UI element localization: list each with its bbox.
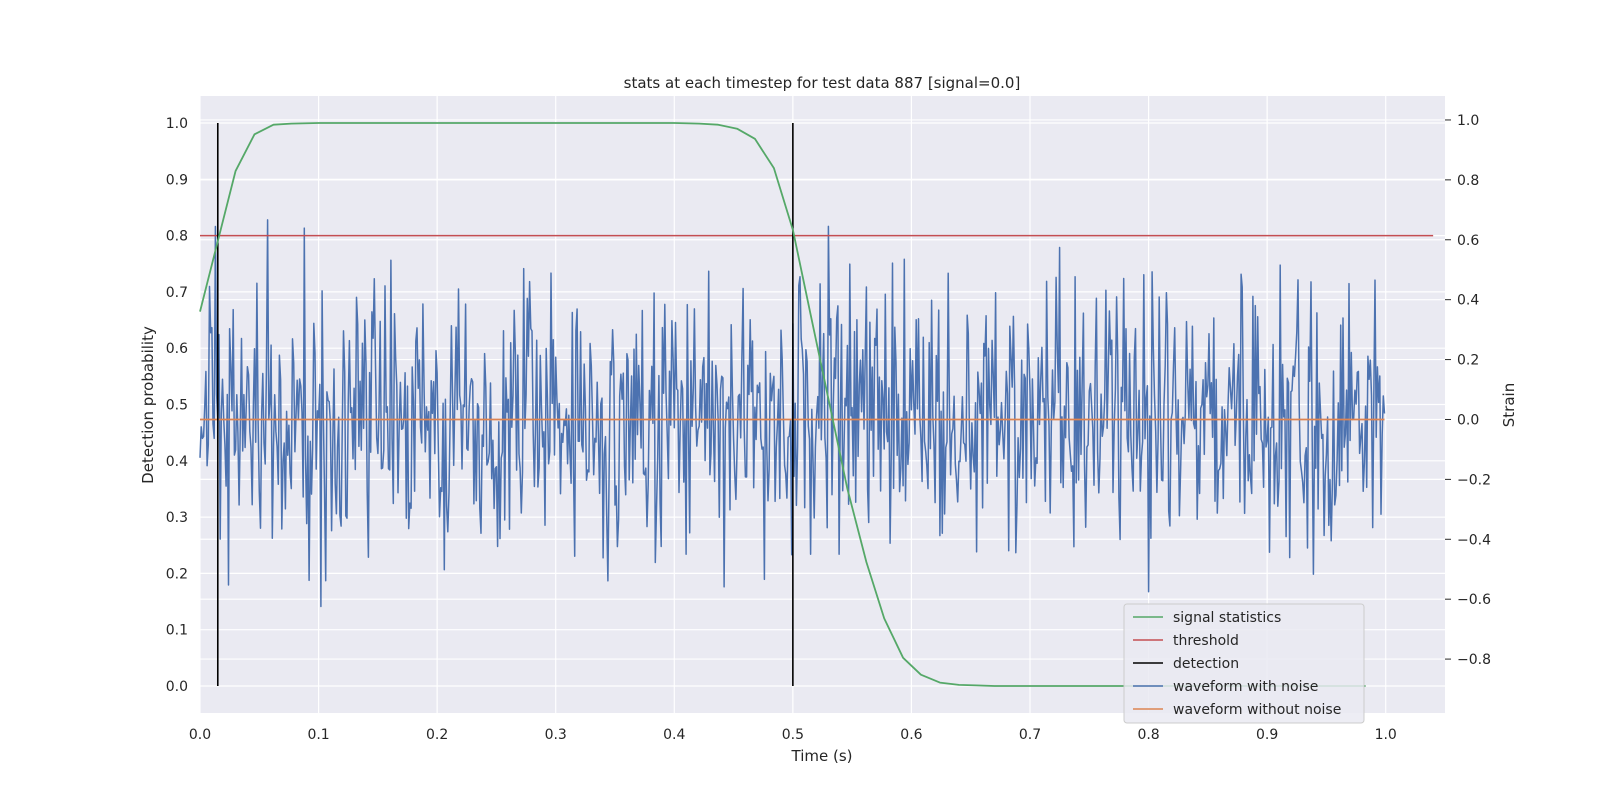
- y-ticks: 0.0 0.1 0.2 0.3 0.4 0.5 0.6 0.7 0.8 0.9 1.0: [166, 116, 188, 695]
- x-tick-label: 1.0: [1375, 727, 1397, 743]
- chart-title: stats at each timestep for test data 887…: [624, 74, 1021, 92]
- y-right-tick-label: −0.6: [1457, 592, 1491, 608]
- x-ticks: 0.0 0.1 0.2 0.3 0.4 0.5 0.6 0.7 0.8 0.9 1.0: [189, 727, 1397, 743]
- x-tick-label: 0.7: [1019, 727, 1041, 743]
- y-right-tick-label: −0.8: [1457, 652, 1491, 668]
- y-right-tick-label: −0.2: [1457, 472, 1491, 488]
- y-right-tick-label: 0.0: [1457, 412, 1479, 428]
- x-tick-label: 0.8: [1137, 727, 1159, 743]
- x-tick-label: 0.1: [307, 727, 329, 743]
- y-ticks-right: −0.8 −0.6 −0.4 −0.2 0.0 0.2 0.4 0.6 0.8 1.0: [1445, 113, 1491, 668]
- x-tick-label: 0.6: [900, 727, 922, 743]
- y-axis-label: Detection probability: [139, 326, 157, 484]
- x-tick-label: 0.5: [782, 727, 804, 743]
- legend-label-detection: detection: [1173, 656, 1239, 672]
- x-tick-label: 0.9: [1256, 727, 1278, 743]
- y-tick-label: 0.7: [166, 285, 188, 301]
- signal-statistics-line: [199, 122, 1366, 687]
- y-tick-label: 0.3: [166, 510, 188, 526]
- legend: signal statistics threshold detection wa…: [1123, 603, 1365, 724]
- legend-label-threshold: threshold: [1173, 633, 1239, 649]
- y-axis-label-right: Strain: [1500, 383, 1518, 427]
- lines-layer: [199, 122, 1434, 687]
- y-right-tick-label: 0.2: [1457, 353, 1479, 369]
- y-tick-label: 0.5: [166, 398, 188, 414]
- x-tick-label: 0.2: [426, 727, 448, 743]
- y-tick-label: 1.0: [166, 116, 188, 132]
- y-tick-label: 0.4: [166, 454, 188, 470]
- legend-label-waveform-without-noise: waveform without noise: [1173, 702, 1341, 718]
- x-axis-label: Time (s): [791, 747, 853, 765]
- y-right-tick-label: 0.4: [1457, 293, 1479, 309]
- legend-label-signal-statistics: signal statistics: [1173, 610, 1281, 626]
- y-right-tick-label: 0.8: [1457, 173, 1479, 189]
- y-tick-label: 0.0: [166, 679, 188, 695]
- x-tick-label: 0.3: [545, 727, 567, 743]
- y-tick-label: 0.2: [166, 566, 188, 582]
- legend-box: [1123, 603, 1365, 724]
- y-tick-label: 0.9: [166, 172, 188, 188]
- y-right-tick-label: 0.6: [1457, 233, 1479, 249]
- y-right-tick-label: −0.4: [1457, 532, 1491, 548]
- legend-label-waveform-with-noise: waveform with noise: [1173, 679, 1318, 695]
- y-tick-label: 0.6: [166, 341, 188, 357]
- x-tick-label: 0.0: [189, 727, 211, 743]
- x-tick-label: 0.4: [663, 727, 685, 743]
- y-tick-label: 0.1: [166, 623, 188, 639]
- y-right-tick-label: 1.0: [1457, 113, 1479, 129]
- y-tick-label: 0.8: [166, 229, 188, 245]
